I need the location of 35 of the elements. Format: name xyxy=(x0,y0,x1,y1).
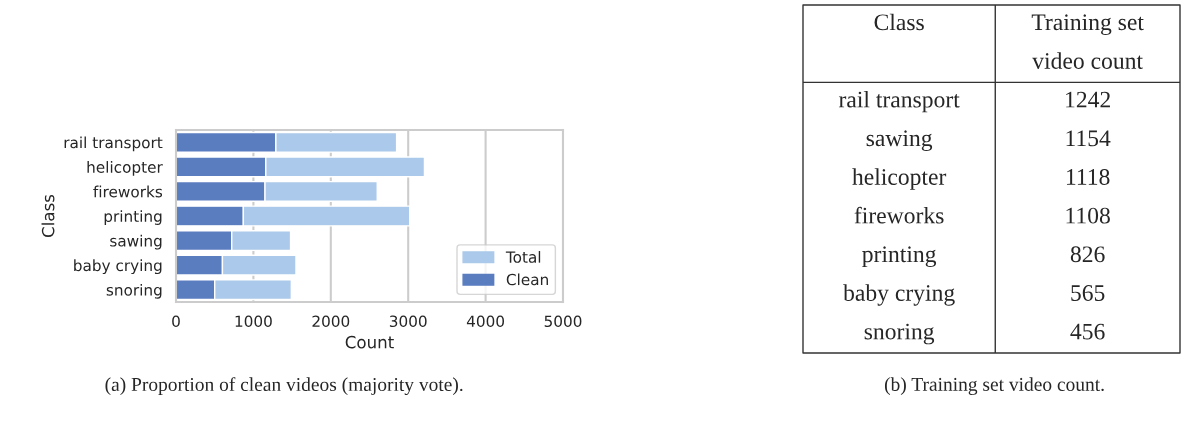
x-tick-label: 0 xyxy=(172,315,180,328)
y-tick-label: printing xyxy=(104,210,162,225)
text: Training set video count xyxy=(1031,14,1144,69)
y-tick-label: baby crying xyxy=(74,259,162,275)
y-tick-label: helicopter xyxy=(87,161,163,176)
legend-label: Total xyxy=(505,251,541,263)
category-label: baby crying xyxy=(843,284,955,306)
x-tick-label: 4000 xyxy=(466,315,505,328)
category-label: fireworks xyxy=(854,206,944,224)
category-label: sawing xyxy=(866,130,933,152)
x-tick-label: 5000 xyxy=(544,315,582,328)
x-tick-label: 3000 xyxy=(389,315,427,328)
y-tick-label: sawing xyxy=(110,234,162,250)
data-label: 1118 xyxy=(1066,168,1110,185)
y-tick-label: snoring xyxy=(106,283,162,299)
data-label: 565 xyxy=(1071,285,1105,301)
x-tick-label: 1000 xyxy=(235,315,272,328)
x-tick-label: 2000 xyxy=(312,315,350,328)
data-label: 456 xyxy=(1070,323,1105,340)
category-label: snoring xyxy=(864,323,935,345)
legend-label: Clean xyxy=(506,273,548,286)
text: (a) Proportion of clean videos (majority vote). xyxy=(105,377,463,396)
text: Class xyxy=(874,13,924,31)
data-label: 1108 xyxy=(1066,207,1110,224)
y-tick-label: rail transport xyxy=(64,136,163,152)
y-tick-label: fireworks xyxy=(93,185,163,198)
category-label: printing xyxy=(862,246,937,268)
text: (b) Training set video count. xyxy=(884,377,1104,395)
y-axis-title: Class xyxy=(41,194,55,237)
category-label: helicopter xyxy=(852,168,947,190)
x-axis-title: Count xyxy=(345,335,394,349)
data-label: 1154 xyxy=(1066,130,1111,147)
category-label: rail transport xyxy=(838,90,960,113)
data-label: 1242 xyxy=(1066,91,1110,108)
data-label: 826 xyxy=(1070,246,1105,263)
